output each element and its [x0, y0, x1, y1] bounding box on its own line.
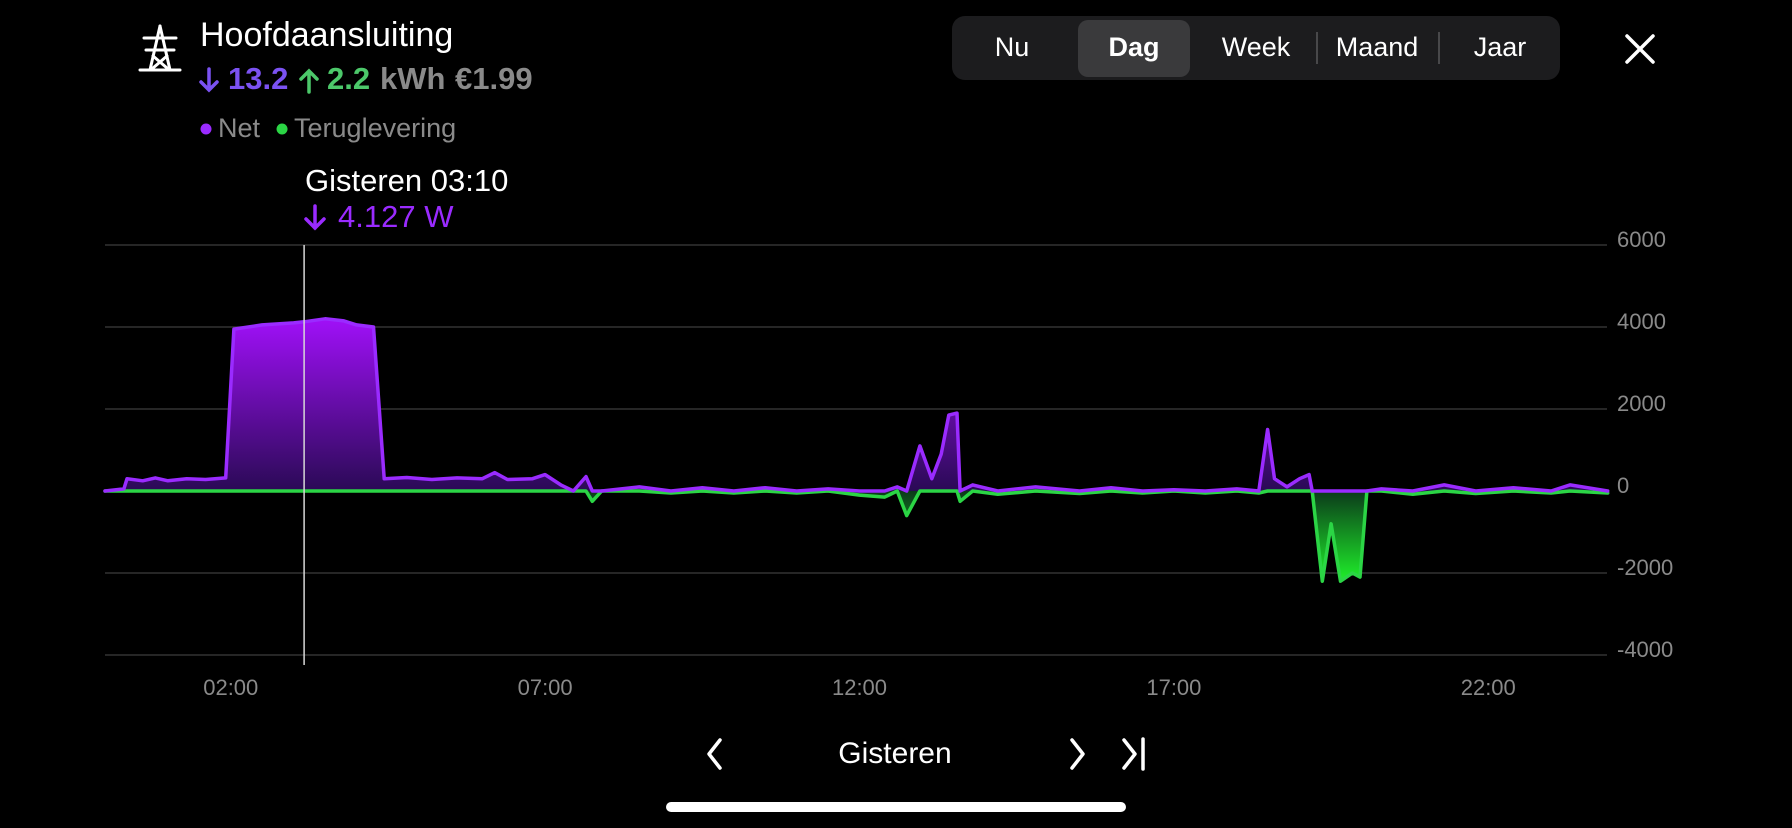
y-tick-label: -2000	[1617, 555, 1673, 580]
x-tick-label: 02:00	[203, 675, 258, 700]
legend-label: Net	[218, 113, 261, 143]
export-arrow	[299, 68, 319, 94]
title: Hoofdaansluiting	[200, 16, 453, 54]
x-tick-label: 07:00	[518, 675, 573, 700]
y-tick-label: 4000	[1617, 309, 1666, 334]
next-button[interactable]	[1070, 738, 1085, 770]
legend-dot	[200, 123, 212, 135]
period-label: Gisteren	[838, 737, 951, 770]
plot: -4000 -2000 0 2000 4000 6000 02:00 07:00 12:00 17…	[103, 227, 1673, 700]
meter-icon	[138, 24, 182, 72]
y-tick-label: 2000	[1617, 391, 1666, 416]
x-tick-label: 17:00	[1146, 675, 1201, 700]
series-line	[103, 489, 1610, 583]
legend-dot	[276, 123, 288, 135]
x-tick-label: 22:00	[1461, 675, 1516, 700]
tab-selected	[1078, 20, 1190, 77]
legend: Net Teruglevering	[200, 113, 456, 143]
tooltip-arrow	[304, 204, 326, 231]
tab[interactable]: Nu	[995, 32, 1030, 62]
tabs: Nu Dag Week Maand Jaar	[995, 32, 1527, 62]
prev-button[interactable]	[707, 738, 722, 770]
legend-label: Teruglevering	[294, 113, 456, 143]
last-button[interactable]	[1122, 737, 1145, 771]
tab[interactable]: Jaar	[1474, 32, 1527, 62]
x-tick-label: 12:00	[832, 675, 887, 700]
close-button[interactable]	[1625, 34, 1655, 64]
y-tick-label: 0	[1617, 473, 1629, 498]
home-indicator	[666, 802, 1126, 812]
y-tick-label: -4000	[1617, 637, 1673, 662]
cost: €1.99	[455, 61, 533, 96]
unit: kWh	[380, 61, 445, 96]
tab[interactable]: Week	[1222, 32, 1291, 62]
import-arrow	[199, 67, 219, 93]
series-line	[103, 317, 1610, 493]
tab[interactable]: Maand	[1336, 32, 1419, 62]
y-tick-label: 6000	[1617, 227, 1666, 252]
import-total: 13.2	[228, 61, 288, 96]
area-fill	[105, 318, 1608, 491]
export-total: 2.2	[327, 61, 370, 96]
tooltip-title: Gisteren 03:10	[305, 163, 508, 198]
tooltip-value: 4.127 W	[338, 199, 454, 234]
tab[interactable]: Dag	[1108, 32, 1159, 62]
